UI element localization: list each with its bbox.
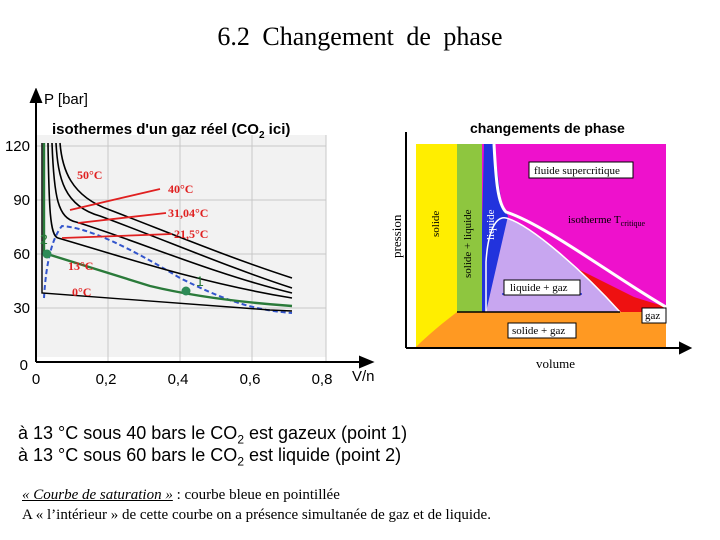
- label-31: 31,04°C: [168, 206, 208, 220]
- grid: [36, 135, 327, 362]
- phase-diagram: changements de phase pression volume sol…: [389, 120, 693, 371]
- point-2-statement: à 13 °C sous 60 bars le CO2 est liquide …: [18, 445, 402, 469]
- point-1-statement: à 13 °C sous 40 bars le CO2 est gazeux (…: [18, 423, 408, 447]
- x-tick: 0,6: [240, 371, 261, 388]
- point-2-label: 2: [40, 231, 48, 247]
- svg-text:solide + gaz: solide + gaz: [512, 325, 565, 337]
- isotherm-chart: P [bar] V/n isothermes d'un gaz réel (CO…: [5, 88, 375, 388]
- isotherm-31: [51, 142, 293, 294]
- saturation-curve: [43, 224, 293, 314]
- saturation-term: « Courbe de saturation »: [22, 487, 173, 503]
- x-axis-label: V/n: [352, 368, 375, 385]
- y-tick: 0: [20, 357, 28, 374]
- label-solide-liquide: solide + liquide: [462, 209, 474, 278]
- x-tick: 0: [32, 371, 40, 388]
- label-50: 50°C: [77, 168, 102, 182]
- label-pointers: [61, 188, 173, 239]
- x-tick: 0,8: [312, 371, 333, 388]
- isotherm-21: [47, 142, 293, 299]
- svg-text:liquide + gaz: liquide + gaz: [510, 282, 568, 294]
- point-1-label: 1: [196, 273, 204, 289]
- phase-diagram-heading: changements de phase: [470, 120, 625, 136]
- isotherm-13: [42, 143, 293, 308]
- svg-text:gaz: gaz: [645, 310, 660, 322]
- label-21: 21,5°C: [174, 227, 208, 241]
- x-tick: 0,2: [96, 371, 117, 388]
- point-2-marker: [42, 249, 52, 259]
- label-13: 13°C: [68, 259, 93, 273]
- y-tick: 120: [5, 138, 30, 155]
- y-axis-label: P [bar]: [44, 91, 88, 108]
- x-ticks: 0 0,2 0,4 0,6 0,8: [32, 371, 333, 388]
- critical-isotherm: [492, 143, 667, 309]
- x-tick: 0,4: [168, 371, 189, 388]
- svg-text:fluide supercritique: fluide supercritique: [534, 165, 620, 177]
- saturation-note-line-1: « Courbe de saturation » : courbe bleue …: [22, 487, 340, 503]
- isotherm-labels: 50°C 40°C 31,04°C 21,5°C 13°C 0°C: [68, 168, 208, 299]
- label-box-gaz: gaz: [641, 307, 667, 324]
- isotherm-50: [59, 142, 293, 279]
- y-tick: 90: [13, 192, 30, 209]
- label-box-liquide-gaz: liquide + gaz: [503, 279, 581, 296]
- saturation-note-line-2: A « l’intérieur » de cette courbe on a p…: [22, 507, 491, 523]
- label-box-fluide: fluide supercritique: [528, 161, 634, 179]
- y-ticks: 120 90 60 30 0: [5, 138, 30, 374]
- label-liquide: liquide: [485, 209, 497, 240]
- isotherm-40: [55, 142, 293, 289]
- label-solide: solide: [430, 211, 442, 237]
- saturation-dome: [485, 217, 621, 313]
- label-isotherme: isotherme Tcritique: [568, 214, 646, 228]
- point-1-marker: [181, 286, 191, 296]
- label-box-solide-gaz: solide + gaz: [507, 322, 577, 339]
- region-solide: [416, 144, 457, 347]
- axes: [29, 88, 375, 369]
- phase-axes: [405, 132, 693, 355]
- svg-text:isotherme Tcritique: isotherme Tcritique: [568, 214, 646, 228]
- label-0: 0°C: [72, 285, 91, 299]
- region-liquide: [480, 144, 508, 312]
- chart-heading: isothermes d'un gaz réel (CO2 ici): [52, 121, 290, 141]
- isotherm-0: [41, 143, 293, 312]
- y-tick: 60: [13, 246, 30, 263]
- isotherm-curves: [41, 142, 293, 312]
- x-axis-label: volume: [536, 356, 575, 371]
- region-solide-liquide: [457, 144, 482, 312]
- y-axis-label: pression: [389, 214, 404, 258]
- label-40: 40°C: [168, 182, 193, 196]
- y-tick: 30: [13, 300, 30, 317]
- page-title: 6.2 Changement de phase: [217, 22, 503, 51]
